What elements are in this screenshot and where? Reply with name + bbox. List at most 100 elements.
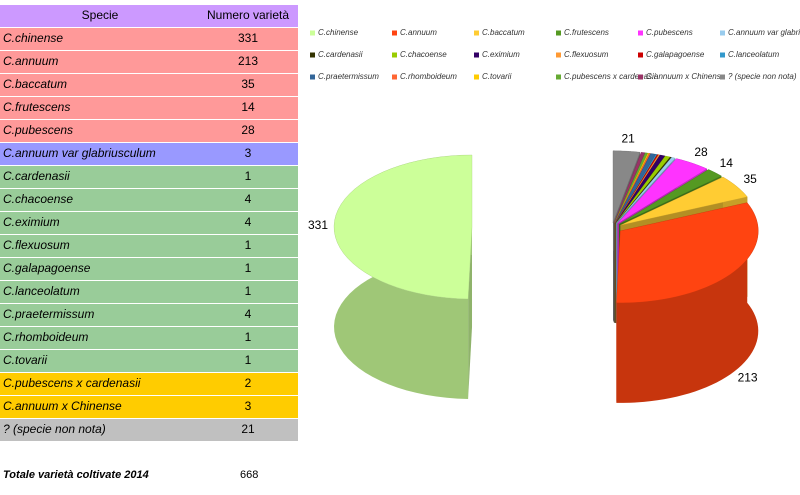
count-cell: 35 bbox=[241, 77, 255, 91]
count-cell: 1 bbox=[245, 330, 252, 344]
table-row bbox=[0, 143, 298, 165]
legend-label: ? (specie non nota) bbox=[728, 72, 797, 81]
legend-swatch bbox=[392, 30, 397, 36]
table-row bbox=[0, 51, 298, 73]
legend-swatch bbox=[310, 30, 315, 36]
count-cell: 2 bbox=[245, 376, 252, 390]
count-cell: 28 bbox=[241, 123, 255, 137]
legend-label: C.tovarii bbox=[482, 72, 512, 81]
table-row bbox=[0, 120, 298, 142]
legend-label: C.rhomboideum bbox=[400, 72, 457, 81]
data-label: 14 bbox=[720, 156, 734, 170]
count-cell: 1 bbox=[245, 169, 252, 183]
legend-swatch bbox=[474, 52, 479, 58]
header-row bbox=[0, 5, 298, 27]
slice bbox=[614, 153, 656, 224]
slice bbox=[616, 157, 676, 224]
legend-swatch bbox=[638, 30, 643, 36]
legend-label: C.galapagoense bbox=[646, 50, 705, 59]
legend-label: C.eximium bbox=[482, 50, 520, 59]
legend-label: C.chacoense bbox=[400, 50, 447, 59]
species-cell: C.chacoense bbox=[3, 192, 73, 206]
slice bbox=[617, 158, 708, 224]
species-cell: C.frutescens bbox=[3, 100, 70, 114]
legend-swatch bbox=[392, 52, 397, 58]
header-cell: Numero varietà bbox=[207, 8, 289, 22]
table-row bbox=[0, 281, 298, 303]
species-cell: C.praetermissum bbox=[3, 307, 94, 321]
legend-swatch bbox=[720, 74, 725, 80]
count-cell: 21 bbox=[241, 422, 255, 436]
legend-label: C.pubescens bbox=[646, 28, 693, 37]
legend-swatch bbox=[310, 52, 315, 58]
species-cell: C.rhomboideum bbox=[3, 330, 88, 344]
legend-swatch bbox=[392, 74, 397, 80]
legend-label: C.lanceolatum bbox=[728, 50, 779, 59]
count-cell: 4 bbox=[245, 192, 252, 206]
slice bbox=[614, 152, 648, 223]
legend-swatch bbox=[638, 74, 643, 80]
species-cell: C.pubescens x cardenasii bbox=[3, 376, 141, 390]
count-cell: 3 bbox=[245, 399, 252, 413]
legend-swatch bbox=[556, 52, 561, 58]
legend-label: C.chinense bbox=[318, 28, 359, 37]
species-cell: C.pubescens bbox=[3, 123, 73, 137]
species-cell: C.cardenasii bbox=[3, 169, 70, 183]
slice bbox=[613, 152, 646, 223]
table-row bbox=[0, 396, 298, 418]
slice bbox=[614, 153, 651, 224]
species-cell: C.tovarii bbox=[3, 353, 47, 367]
legend-label: C.pubescens x cardenasii bbox=[564, 72, 656, 81]
slice bbox=[620, 176, 748, 226]
legend-label: C.annuum bbox=[400, 28, 437, 37]
count-cell: 4 bbox=[245, 307, 252, 321]
species-cell: C.eximium bbox=[3, 215, 60, 229]
legend-swatch bbox=[556, 30, 561, 36]
count-cell: 1 bbox=[245, 261, 252, 275]
table-row bbox=[0, 258, 298, 280]
species-cell: C.annuum bbox=[3, 54, 58, 68]
count-cell: 1 bbox=[245, 238, 252, 252]
total-value: 668 bbox=[240, 469, 258, 481]
table-row bbox=[0, 235, 298, 257]
table-row bbox=[0, 74, 298, 96]
slice bbox=[615, 155, 671, 224]
legend-label: C.cardenasii bbox=[318, 50, 363, 59]
species-cell: C.flexuosum bbox=[3, 238, 70, 252]
slice bbox=[616, 202, 759, 304]
table-row bbox=[0, 166, 298, 188]
legend-swatch bbox=[474, 74, 479, 80]
total-label: Totale varietà coltivate 2014 bbox=[3, 469, 149, 481]
data-label: 35 bbox=[743, 172, 757, 186]
species-cell: C.annuum x Chinense bbox=[3, 399, 122, 413]
count-cell: 1 bbox=[245, 353, 252, 367]
legend-swatch bbox=[310, 74, 315, 80]
species-cell: C.chinense bbox=[3, 31, 63, 45]
legend-label: C.frutescens bbox=[564, 28, 609, 37]
legend-label: C.annuum var glabriusculum bbox=[728, 28, 800, 37]
table-row bbox=[0, 97, 298, 119]
data-label: 28 bbox=[694, 145, 708, 159]
data-label: 331 bbox=[308, 218, 328, 232]
species-cell: ? (specie non nota) bbox=[3, 422, 106, 436]
table-row bbox=[0, 419, 298, 441]
table-row bbox=[0, 350, 298, 372]
count-cell: 4 bbox=[245, 215, 252, 229]
legend-swatch bbox=[474, 30, 479, 36]
species-cell: C.annuum var glabriusculum bbox=[3, 146, 156, 160]
table-row bbox=[0, 373, 298, 395]
header-cell: Specie bbox=[82, 8, 119, 22]
table-row bbox=[0, 327, 298, 349]
species-cell: C.galapagoense bbox=[3, 261, 91, 275]
legend-label: C.baccatum bbox=[482, 28, 525, 37]
slice bbox=[612, 150, 641, 223]
count-cell: 3 bbox=[245, 146, 252, 160]
legend: C.chinense C.annuum C.baccatum C.frutescens… bbox=[310, 28, 800, 81]
slice-side bbox=[468, 226, 473, 399]
count-cell: 331 bbox=[238, 31, 258, 45]
table-row bbox=[0, 28, 298, 50]
count-cell: 1 bbox=[245, 284, 252, 298]
